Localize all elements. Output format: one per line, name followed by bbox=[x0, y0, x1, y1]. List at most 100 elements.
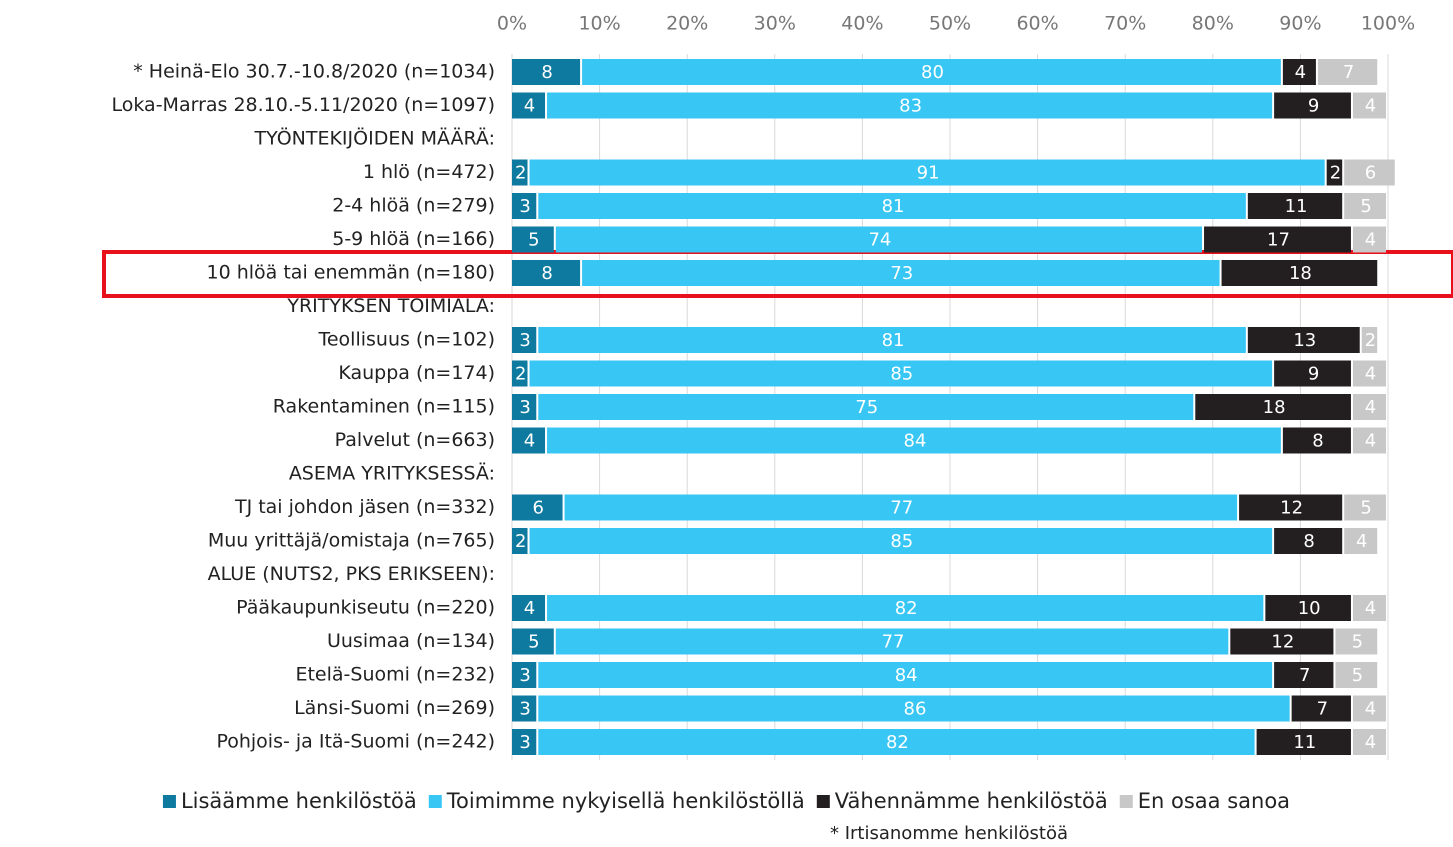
bar-segment bbox=[512, 260, 581, 286]
y-tick-label: Etelä-Suomi (n=232) bbox=[295, 664, 495, 686]
bar-segment bbox=[512, 193, 537, 219]
x-tick-label: 50% bbox=[929, 13, 971, 35]
bar-segment bbox=[538, 729, 1255, 755]
legend-swatch bbox=[1119, 795, 1133, 808]
annotation: * Irtisanomme henkilöstöä bbox=[830, 823, 1068, 844]
bar-segment bbox=[1195, 394, 1351, 420]
bar-segment bbox=[1274, 528, 1343, 554]
value-label: 82 bbox=[895, 598, 918, 619]
value-label: 81 bbox=[882, 330, 905, 351]
bar-segment bbox=[1326, 159, 1343, 186]
value-label: 4 bbox=[1365, 431, 1376, 452]
bar-segment bbox=[538, 662, 1273, 688]
value-label: 18 bbox=[1289, 263, 1312, 284]
x-tick-label: 40% bbox=[841, 13, 883, 35]
x-tick-label: 70% bbox=[1104, 13, 1146, 35]
value-label: 9 bbox=[1308, 96, 1319, 117]
value-label: 8 bbox=[541, 62, 552, 83]
legend-swatch bbox=[816, 795, 830, 808]
value-label: 2 bbox=[1330, 163, 1341, 184]
bar-segment bbox=[547, 92, 1273, 119]
value-label: 17 bbox=[1267, 230, 1290, 251]
bar-segment bbox=[1335, 662, 1378, 688]
bar-segment bbox=[512, 226, 554, 253]
x-tick-label: 30% bbox=[754, 13, 796, 35]
legend-swatch bbox=[162, 795, 176, 808]
bar-segment bbox=[547, 427, 1281, 454]
bar-segment bbox=[582, 59, 1281, 85]
bar-segment bbox=[1352, 226, 1386, 253]
value-label: 4 bbox=[1365, 699, 1376, 720]
y-tick-label: TJ tai johdon jäsen (n=332) bbox=[234, 496, 495, 518]
y-tick-label: 2-4 hlöä (n=279) bbox=[332, 195, 495, 217]
value-label: 85 bbox=[890, 364, 913, 385]
value-label: 6 bbox=[533, 498, 544, 519]
value-label: 4 bbox=[1365, 732, 1376, 753]
bar-segment bbox=[1352, 595, 1386, 621]
value-label: 8 bbox=[1303, 531, 1314, 552]
x-tick-label: 80% bbox=[1192, 13, 1234, 35]
bar-segment bbox=[512, 394, 537, 420]
value-label: 3 bbox=[519, 699, 530, 720]
bar-segment bbox=[555, 628, 1229, 655]
x-tick-label: 10% bbox=[578, 13, 620, 35]
bar-segment bbox=[1291, 695, 1351, 722]
value-label: 3 bbox=[519, 330, 530, 351]
value-label: 13 bbox=[1293, 330, 1316, 351]
y-tick-label: Pääkaupunkiseutu (n=220) bbox=[236, 597, 495, 619]
x-tick-label: 100% bbox=[1361, 13, 1415, 35]
value-label: 3 bbox=[519, 196, 530, 217]
value-label: 3 bbox=[519, 397, 530, 418]
y-tick-label: 10 hlöä tai enemmän (n=180) bbox=[207, 262, 495, 284]
bar-segment bbox=[1239, 494, 1343, 521]
y-tick-label: Loka-Marras 28.10.-5.11/2020 (n=1097) bbox=[112, 94, 495, 116]
value-label: 4 bbox=[1356, 531, 1367, 552]
bar-segment bbox=[1317, 59, 1378, 85]
value-label: 5 bbox=[1352, 632, 1363, 653]
bar-segment bbox=[1352, 92, 1386, 119]
y-tick-label: 5-9 hlöä (n=166) bbox=[332, 228, 495, 250]
bar-segment bbox=[582, 260, 1220, 286]
bar-segment bbox=[1344, 494, 1386, 521]
value-label: 3 bbox=[519, 665, 530, 686]
value-label: 8 bbox=[541, 263, 552, 284]
bar-segment bbox=[547, 595, 1264, 621]
bar-segment bbox=[1352, 427, 1386, 454]
value-label: 75 bbox=[855, 397, 878, 418]
bar-segment bbox=[512, 92, 546, 119]
bar-segment bbox=[1344, 159, 1395, 186]
bar-segment bbox=[1230, 628, 1334, 655]
value-label: 12 bbox=[1280, 498, 1303, 519]
x-tick-label: 0% bbox=[497, 13, 527, 35]
value-label: 85 bbox=[890, 531, 913, 552]
bar-segment bbox=[512, 494, 563, 521]
y-tick-label: Länsi-Suomi (n=269) bbox=[294, 697, 495, 719]
bar-segment bbox=[538, 193, 1246, 219]
x-tick-label: 90% bbox=[1279, 13, 1321, 35]
value-label: 77 bbox=[890, 498, 913, 519]
legend-label: Toimimme nykyisellä henkilöstöllä bbox=[446, 789, 805, 813]
bar-segment bbox=[512, 628, 554, 655]
bar-segment bbox=[1282, 59, 1316, 85]
bar-segment bbox=[529, 360, 1273, 387]
value-label: 82 bbox=[886, 732, 909, 753]
bar-segment bbox=[1204, 226, 1351, 253]
value-label: 18 bbox=[1263, 397, 1286, 418]
bar-segment bbox=[538, 695, 1290, 722]
value-label: 83 bbox=[899, 96, 922, 117]
y-tick-label: Uusimaa (n=134) bbox=[327, 630, 495, 652]
x-tick-label: 60% bbox=[1016, 13, 1058, 35]
value-label: 5 bbox=[1360, 196, 1371, 217]
bar-segment bbox=[1352, 360, 1386, 387]
legend-label: Lisäämme henkilöstöä bbox=[181, 789, 417, 813]
bar-segment bbox=[1274, 92, 1351, 119]
value-label: 4 bbox=[1365, 96, 1376, 117]
bar-segment bbox=[512, 595, 546, 621]
legend-label: Vähennämme henkilöstöä bbox=[835, 789, 1108, 813]
value-label: 7 bbox=[1299, 665, 1310, 686]
y-tick-label: Kauppa (n=174) bbox=[338, 362, 495, 384]
value-label: 7 bbox=[1317, 699, 1328, 720]
bar-segment bbox=[555, 226, 1203, 253]
bar-segment bbox=[512, 528, 528, 554]
